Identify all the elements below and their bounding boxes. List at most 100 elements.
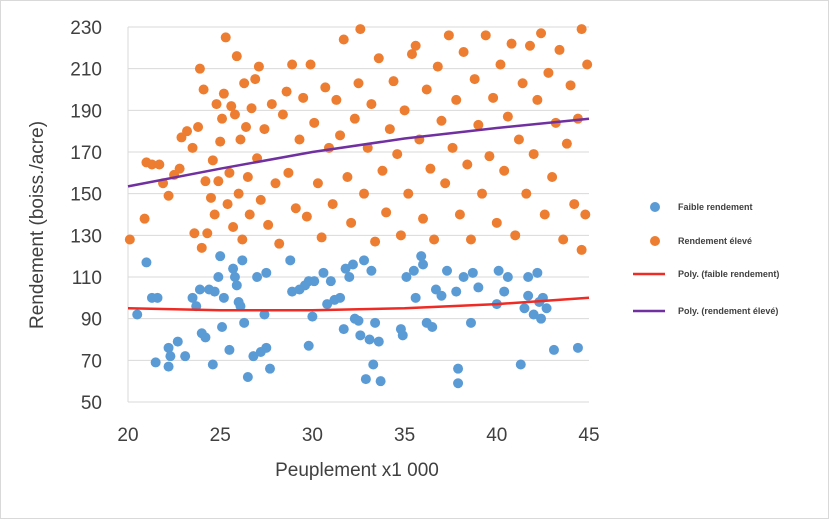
point-rendement-eleve (320, 82, 331, 93)
point-rendement-eleve (174, 163, 185, 174)
point-faible-rendement (252, 272, 263, 282)
point-rendement-eleve (502, 111, 513, 122)
point-faible-rendement (519, 303, 530, 314)
point-rendement-eleve (465, 234, 476, 245)
y-tick-label: 50 (81, 393, 102, 414)
point-rendement-eleve (547, 172, 558, 182)
point-faible-rendement (261, 267, 272, 278)
point-rendement-eleve (582, 59, 593, 70)
point-rendement-eleve (421, 84, 432, 95)
point-faible-rendement (261, 342, 272, 353)
point-faible-rendement (259, 309, 270, 320)
point-rendement-eleve (510, 230, 521, 241)
point-rendement-eleve (226, 101, 237, 112)
point-faible-rendement (248, 351, 259, 362)
point-faible-rendement (353, 315, 364, 326)
point-rendement-eleve (359, 188, 370, 199)
point-faible-rendement (344, 272, 355, 282)
point-rendement-eleve (290, 203, 301, 214)
point-rendement-eleve (443, 30, 454, 41)
point-rendement-eleve (524, 40, 535, 51)
point-faible-rendement (458, 272, 469, 282)
point-rendement-eleve (349, 113, 360, 124)
point-rendement-eleve (355, 24, 366, 35)
point-rendement-eleve (205, 192, 216, 203)
point-rendement-eleve (462, 159, 473, 170)
point-rendement-eleve (194, 63, 205, 74)
point-faible-rendement (228, 263, 239, 274)
point-rendement-eleve (499, 165, 510, 176)
point-rendement-eleve (366, 99, 377, 110)
point-faible-rendement (451, 286, 462, 297)
point-faible-rendement (163, 361, 174, 372)
x-axis-ticks: 20 25 30 35 40 45 (117, 425, 599, 446)
point-faible-rendement (239, 317, 250, 328)
point-rendement-eleve (440, 178, 451, 189)
point-rendement-eleve (229, 109, 240, 120)
point-rendement-eleve (294, 134, 305, 145)
point-faible-rendement (502, 272, 513, 282)
point-rendement-eleve (425, 163, 436, 174)
legend-label: Faible rendement (678, 202, 753, 212)
point-faible-rendement (325, 276, 336, 287)
point-rendement-eleve (235, 134, 246, 145)
point-faible-rendement (318, 267, 329, 278)
point-faible-rendement (322, 299, 333, 310)
point-rendement-eleve (558, 234, 569, 245)
point-rendement-eleve (506, 38, 517, 49)
point-rendement-eleve (331, 94, 342, 105)
point-faible-rendement (368, 359, 379, 370)
point-rendement-eleve (480, 30, 491, 41)
point-rendement-eleve (403, 188, 414, 199)
point-rendement-eleve (513, 134, 524, 145)
point-rendement-eleve (237, 234, 248, 245)
x-tick-label: 25 (210, 425, 231, 446)
point-rendement-eleve (447, 142, 458, 153)
legend-marker (650, 202, 660, 212)
point-faible-rendement (200, 332, 211, 343)
point-rendement-eleve (139, 213, 150, 224)
point-faible-rendement (231, 280, 242, 291)
point-rendement-eleve (281, 86, 292, 97)
point-faible-rendement (224, 344, 235, 355)
point-rendement-eleve (263, 219, 274, 230)
point-faible-rendement (401, 272, 412, 282)
point-rendement-eleve (491, 217, 502, 228)
point-faible-rendement (207, 359, 218, 370)
y-tick-label: 150 (70, 185, 102, 206)
point-rendement-eleve (473, 119, 484, 130)
point-rendement-eleve (239, 78, 250, 89)
point-rendement-eleve (429, 234, 440, 245)
point-faible-rendement (373, 336, 384, 347)
x-tick-label: 40 (486, 425, 507, 446)
point-faible-rendement (375, 376, 386, 387)
point-rendement-eleve (266, 99, 277, 110)
point-rendement-eleve (244, 209, 255, 220)
point-rendement-eleve (283, 167, 294, 178)
point-faible-rendement (523, 290, 534, 301)
point-rendement-eleve (384, 124, 395, 135)
point-rendement-eleve (200, 176, 211, 187)
point-rendement-eleve (451, 94, 462, 105)
legend-marker (650, 236, 660, 246)
point-rendement-eleve (338, 34, 349, 45)
point-rendement-eleve (370, 236, 381, 247)
point-rendement-eleve (335, 130, 346, 141)
point-rendement-eleve (392, 149, 403, 160)
point-faible-rendement (364, 334, 375, 345)
point-faible-rendement (359, 255, 370, 266)
point-rendement-eleve (277, 109, 288, 120)
point-faible-rendement (217, 322, 228, 332)
point-faible-rendement (163, 342, 174, 353)
point-rendement-eleve (312, 178, 323, 189)
point-rendement-eleve (228, 222, 239, 232)
point-faible-rendement (467, 267, 478, 278)
point-rendement-eleve (241, 122, 252, 132)
point-rendement-eleve (207, 155, 218, 166)
point-rendement-eleve (484, 151, 495, 162)
point-faible-rendement (473, 282, 484, 293)
y-tick-label: 170 (70, 143, 102, 164)
point-rendement-eleve (477, 188, 488, 199)
point-rendement-eleve (399, 105, 410, 116)
